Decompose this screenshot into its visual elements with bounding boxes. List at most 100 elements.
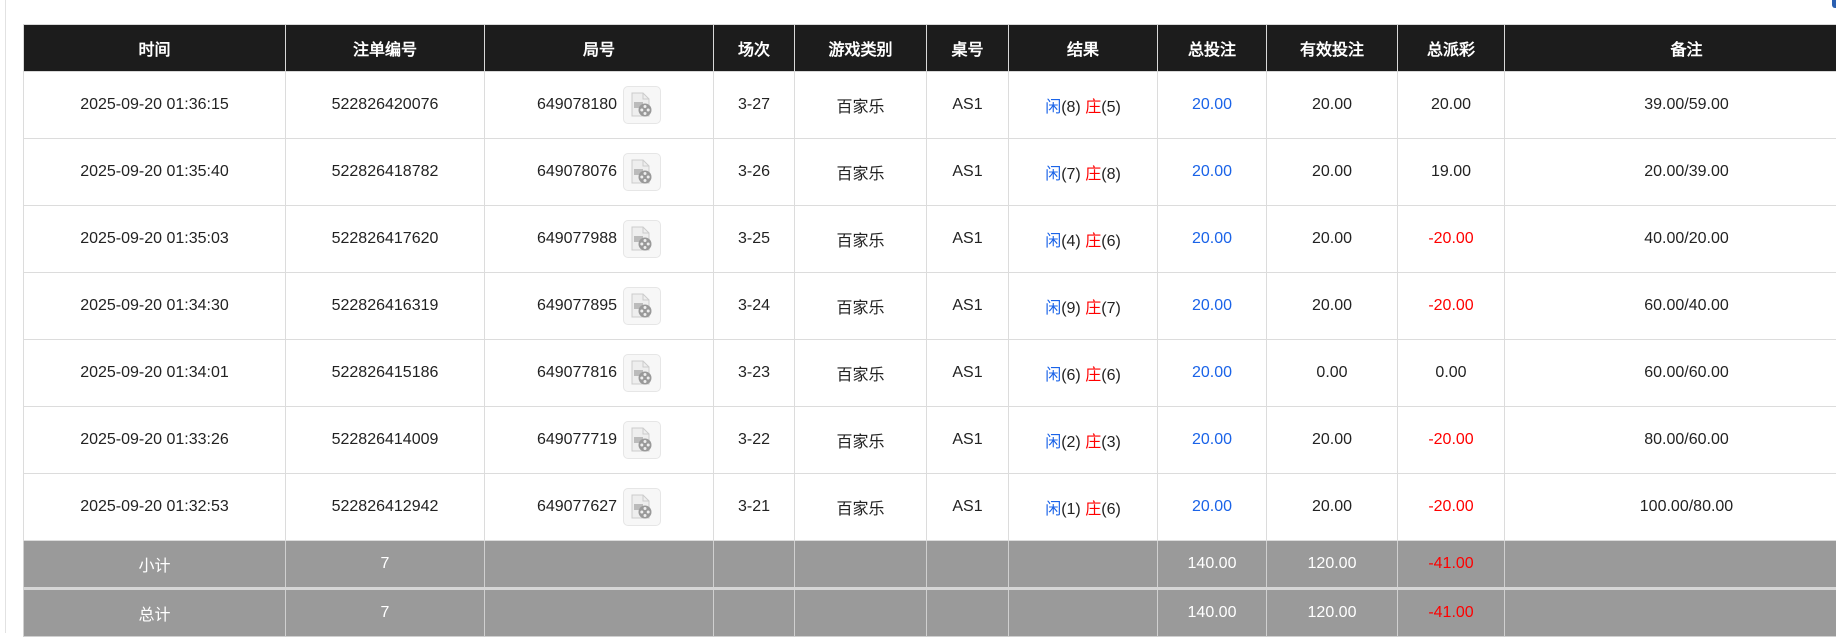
cell-payout: -20.00	[1398, 474, 1505, 541]
player-score: (1)	[1061, 501, 1081, 518]
video-file-icon[interactable]	[623, 220, 661, 258]
empty-cell	[1505, 541, 1836, 589]
column-header-bet-id: 注单编号	[286, 25, 485, 72]
column-header-time: 时间	[24, 25, 286, 72]
summary-total-bet: 140.00	[1158, 541, 1267, 589]
summary-payout: -41.00	[1398, 589, 1505, 637]
cell-game-id: 649077895	[485, 273, 714, 340]
column-header-note: 备注	[1505, 25, 1836, 72]
cell-round: 3-26	[714, 139, 795, 206]
cell-round: 3-24	[714, 273, 795, 340]
cell-table-no: AS1	[927, 340, 1009, 407]
game-id: 649077627	[537, 498, 617, 516]
cell-total-bet: 20.00	[1158, 407, 1267, 474]
cell-game-type: 百家乐	[795, 273, 927, 340]
video-file-icon[interactable]	[623, 421, 661, 459]
column-header-game-id: 局号	[485, 25, 714, 72]
left-border	[5, 0, 6, 633]
cell-valid-bet: 20.00	[1267, 72, 1398, 139]
cell-valid-bet: 0.00	[1267, 340, 1398, 407]
game-id: 649078180	[537, 96, 617, 114]
video-file-icon[interactable]	[623, 153, 661, 191]
banker-score: (5)	[1101, 99, 1121, 116]
video-file-icon[interactable]	[623, 287, 661, 325]
empty-cell	[714, 541, 795, 589]
banker-label: 庄	[1085, 99, 1101, 116]
cell-game-type: 百家乐	[795, 407, 927, 474]
summary-label: 总计	[24, 589, 286, 637]
player-score: (8)	[1061, 99, 1081, 116]
cell-total-bet: 20.00	[1158, 340, 1267, 407]
player-score: (7)	[1061, 166, 1081, 183]
cell-result: 闲(4) 庄(6)	[1009, 206, 1158, 273]
cell-payout: 20.00	[1398, 72, 1505, 139]
column-header-result: 结果	[1009, 25, 1158, 72]
banker-score: (6)	[1101, 233, 1121, 250]
player-label: 闲	[1045, 501, 1061, 518]
cell-note: 20.00/39.00	[1505, 139, 1836, 206]
cell-valid-bet: 20.00	[1267, 474, 1398, 541]
banker-score: (8)	[1101, 166, 1121, 183]
empty-cell	[795, 541, 927, 589]
cell-game-id: 649077988	[485, 206, 714, 273]
column-header-table-no: 桌号	[927, 25, 1009, 72]
cell-bet-id: 522826415186	[286, 340, 485, 407]
cell-game-type: 百家乐	[795, 340, 927, 407]
cell-game-id: 649077627	[485, 474, 714, 541]
cell-bet-id: 522826420076	[286, 72, 485, 139]
banker-score: (3)	[1101, 434, 1121, 451]
cell-time: 2025-09-20 01:34:30	[24, 273, 286, 340]
cell-table-no: AS1	[927, 206, 1009, 273]
banker-label: 庄	[1085, 166, 1101, 183]
cell-payout: 0.00	[1398, 340, 1505, 407]
video-file-icon[interactable]	[623, 354, 661, 392]
player-label: 闲	[1045, 233, 1061, 250]
cell-valid-bet: 20.00	[1267, 139, 1398, 206]
cell-total-bet: 20.00	[1158, 206, 1267, 273]
summary-valid-bet: 120.00	[1267, 589, 1398, 637]
game-id: 649077895	[537, 297, 617, 315]
cell-bet-id: 522826416319	[286, 273, 485, 340]
banker-label: 庄	[1085, 434, 1101, 451]
game-id: 649077988	[537, 230, 617, 248]
video-file-icon[interactable]	[623, 86, 661, 124]
empty-cell	[485, 589, 714, 637]
cell-time: 2025-09-20 01:32:53	[24, 474, 286, 541]
banker-label: 庄	[1085, 501, 1101, 518]
cell-note: 39.00/59.00	[1505, 72, 1836, 139]
cell-time: 2025-09-20 01:33:26	[24, 407, 286, 474]
cell-note: 100.00/80.00	[1505, 474, 1836, 541]
cell-time: 2025-09-20 01:35:40	[24, 139, 286, 206]
banker-score: (7)	[1101, 300, 1121, 317]
cell-bet-id: 522826412942	[286, 474, 485, 541]
empty-cell	[927, 541, 1009, 589]
cell-game-id: 649078180	[485, 72, 714, 139]
empty-cell	[714, 589, 795, 637]
banker-label: 庄	[1085, 300, 1101, 317]
summary-payout: -41.00	[1398, 541, 1505, 589]
cell-table-no: AS1	[927, 474, 1009, 541]
cell-total-bet: 20.00	[1158, 72, 1267, 139]
cell-table-no: AS1	[927, 407, 1009, 474]
game-id: 649077816	[537, 364, 617, 382]
table-header: 时间注单编号局号场次游戏类别桌号结果总投注有效投注总派彩备注	[24, 25, 1836, 72]
summary-count: 7	[286, 541, 485, 589]
banker-label: 庄	[1085, 367, 1101, 384]
column-header-round: 场次	[714, 25, 795, 72]
player-label: 闲	[1045, 434, 1061, 451]
column-header-game-type: 游戏类别	[795, 25, 927, 72]
empty-cell	[1009, 589, 1158, 637]
cell-game-id: 649078076	[485, 139, 714, 206]
video-file-icon[interactable]	[623, 488, 661, 526]
player-label: 闲	[1045, 166, 1061, 183]
cell-note: 60.00/60.00	[1505, 340, 1836, 407]
cell-time: 2025-09-20 01:36:15	[24, 72, 286, 139]
empty-cell	[1009, 541, 1158, 589]
bet-records-table: 时间注单编号局号场次游戏类别桌号结果总投注有效投注总派彩备注 2025-09-2…	[23, 24, 1836, 637]
empty-cell	[485, 541, 714, 589]
cell-payout: -20.00	[1398, 206, 1505, 273]
player-score: (6)	[1061, 367, 1081, 384]
